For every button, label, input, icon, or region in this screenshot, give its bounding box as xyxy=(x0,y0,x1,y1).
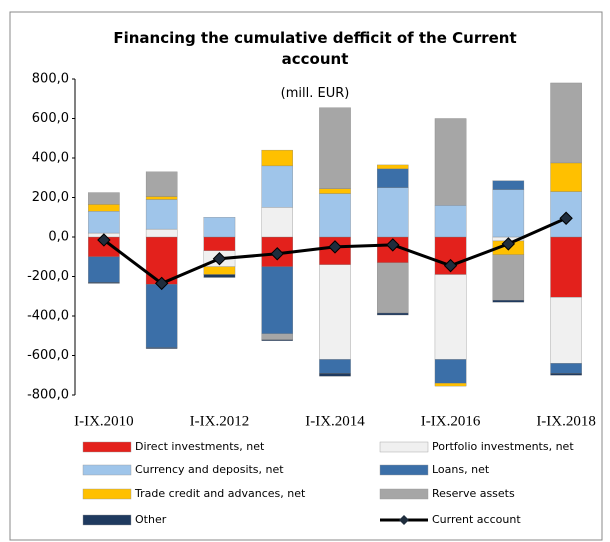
bar-segment xyxy=(88,211,120,234)
bar-segment xyxy=(492,254,525,301)
legend-label: Portfolio investments, net xyxy=(432,440,574,453)
y-tick-label: 200,0 xyxy=(32,190,69,205)
legend-swatch xyxy=(379,488,429,500)
bar-segment xyxy=(377,262,409,314)
y-tick-label: 400,0 xyxy=(32,151,69,166)
bar-segment xyxy=(88,192,120,205)
chart-subtitle: (mill. EUR) xyxy=(280,86,350,101)
bar-segment xyxy=(434,382,467,387)
x-tick-label: I-IX.2016 xyxy=(421,413,481,429)
legend-swatch xyxy=(82,488,132,500)
bar-segment xyxy=(377,312,409,316)
legend-marker xyxy=(399,515,409,525)
x-tick-label: I-IX.2014 xyxy=(305,413,365,429)
bar-segment xyxy=(492,189,525,238)
bar-segment xyxy=(145,199,178,230)
bar-segment xyxy=(319,359,351,374)
line-marker xyxy=(559,211,573,225)
bar-segment xyxy=(550,162,582,192)
y-tick-label: 600,0 xyxy=(32,111,69,126)
line-marker xyxy=(97,233,111,247)
bar-segment xyxy=(203,274,236,278)
line-marker xyxy=(386,238,400,252)
y-tick-label: -200,0 xyxy=(27,269,69,284)
bar-segment xyxy=(145,196,178,200)
y-tick-label: -400,0 xyxy=(27,309,69,324)
bar-segment xyxy=(88,282,120,284)
bar-segment xyxy=(550,373,582,376)
x-tick-label: I-IX.2018 xyxy=(536,413,596,429)
legend-label: Trade credit and advances, net xyxy=(134,487,306,500)
bar-segment xyxy=(145,347,178,349)
line-marker xyxy=(154,276,169,291)
y-tick-label: -600,0 xyxy=(27,348,69,363)
bar-segment xyxy=(550,363,582,374)
bar-segment xyxy=(203,266,236,275)
bar-segment xyxy=(492,180,525,190)
bar-segment xyxy=(319,193,351,238)
line-marker xyxy=(501,237,516,251)
legend-label: Loans, net xyxy=(432,463,490,476)
bar-segment xyxy=(550,297,582,364)
bar-segment xyxy=(434,359,467,384)
y-tick-label: 800,0 xyxy=(32,72,69,87)
legend-swatch xyxy=(82,514,132,526)
bar-segment xyxy=(434,205,467,238)
bar-segment xyxy=(377,187,409,238)
legend-swatch xyxy=(379,441,429,453)
bar-segment xyxy=(434,274,467,360)
legend-swatch xyxy=(379,464,429,476)
bar-segment xyxy=(261,333,293,340)
y-tick-label: -800,0 xyxy=(27,388,69,403)
x-tick-label: I-IX.2012 xyxy=(190,413,250,429)
frame-border xyxy=(9,11,603,541)
legend-label: Reserve assets xyxy=(432,487,515,500)
x-tick-label: I-IX.2010 xyxy=(74,413,134,429)
bar-segment xyxy=(261,339,293,341)
bar-segment xyxy=(492,300,525,303)
legend-label: Current account xyxy=(432,513,521,526)
bar-segment xyxy=(319,264,351,360)
bar-segment xyxy=(88,204,120,212)
bar-segment xyxy=(434,118,467,206)
bar-segment xyxy=(261,165,293,208)
line-marker xyxy=(212,252,227,266)
legend-swatch xyxy=(82,464,132,476)
bar-segment xyxy=(550,236,582,298)
line-marker xyxy=(328,240,342,254)
bar-segment xyxy=(377,164,409,170)
y-tick-label: 0,0 xyxy=(48,230,69,245)
bar-segment xyxy=(145,228,178,238)
bar-segment xyxy=(203,217,236,238)
bar-segment xyxy=(319,188,351,194)
bar-segment xyxy=(261,149,293,167)
bar-segment xyxy=(88,256,120,283)
chart-title: Financing the cumulative defficit of the… xyxy=(113,29,517,68)
bar-segment xyxy=(261,207,293,238)
bar-segment xyxy=(145,284,178,348)
bar-segment xyxy=(203,236,236,251)
bar-segment xyxy=(550,82,582,164)
bar-segment xyxy=(377,168,409,188)
bar-segment xyxy=(145,171,178,197)
legend-swatch xyxy=(82,441,132,453)
legend-label: Other xyxy=(135,513,167,526)
bar-segment xyxy=(319,373,351,377)
line-marker xyxy=(443,258,458,273)
line-marker xyxy=(270,247,284,261)
bar-segment xyxy=(319,107,351,189)
legend-label: Currency and deposits, net xyxy=(135,463,284,476)
bar-segment xyxy=(261,266,293,334)
legend-label: Direct investments, net xyxy=(135,440,265,453)
